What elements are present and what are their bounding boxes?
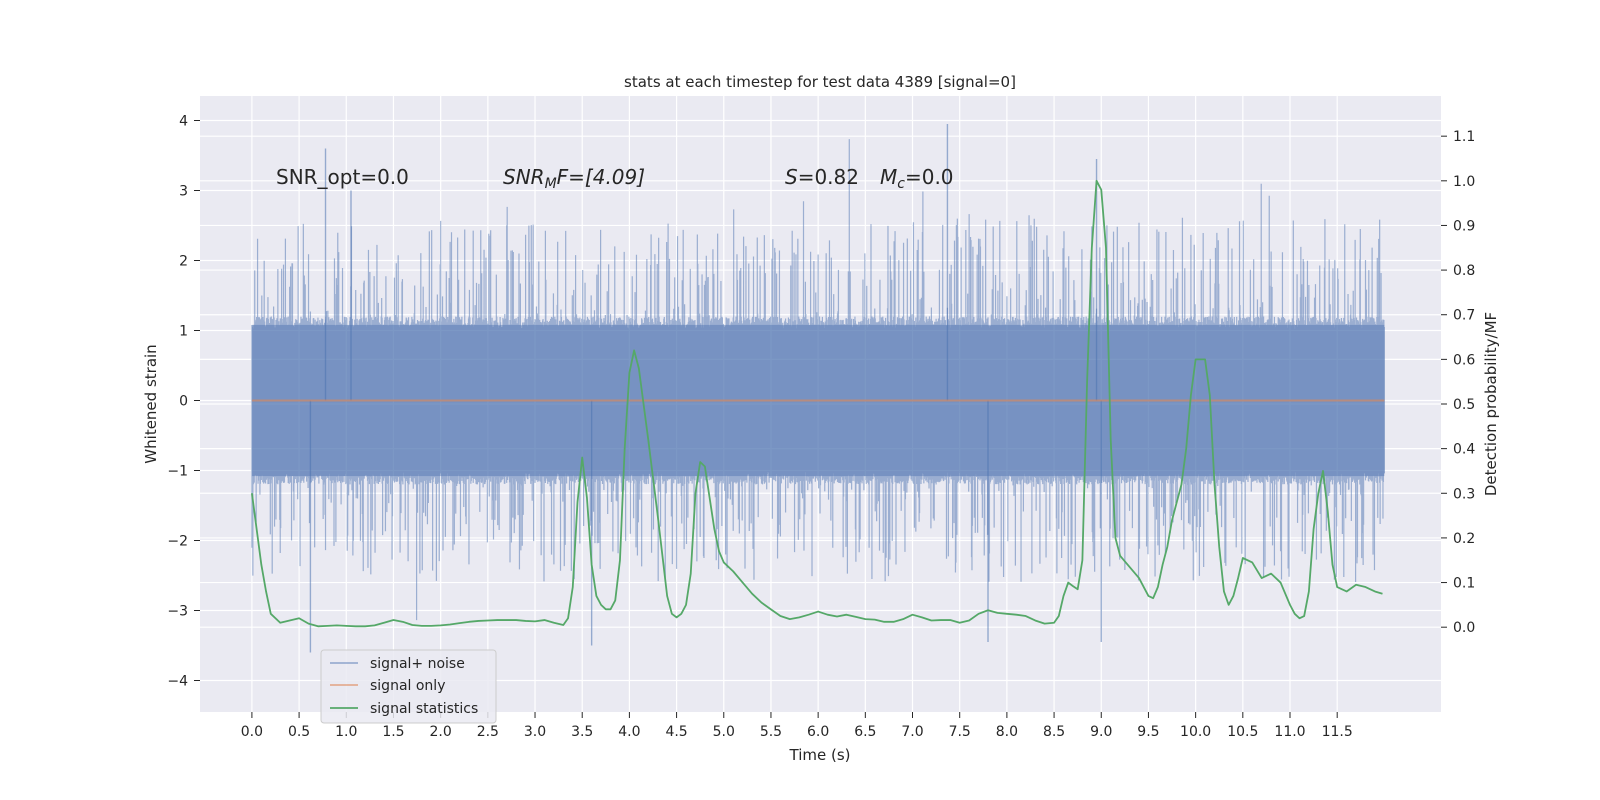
y-right-tick-label: 0.0: [1453, 620, 1475, 636]
x-tick-label: 11.5: [1322, 724, 1353, 740]
annotation-snr-mf-rest: F=[4.09]: [557, 165, 645, 189]
x-tick-label: 0.5: [288, 724, 310, 740]
y-axis-right-ticks: 0.0 0.1 0.2 0.3 0.4 0.5 0.6 0.7 0.8 0.9 1.0 1.1: [1441, 129, 1475, 636]
x-tick-label: 7.5: [949, 724, 971, 740]
annotation-s-main: S: [785, 165, 798, 189]
y-right-tick-label: 0.6: [1453, 352, 1475, 368]
y-left-tick-label: −3: [167, 604, 188, 620]
annotation-snr-mf: SNRMF=[4.09]: [503, 165, 645, 192]
y-axis-right-label: Detection probability/MF: [1482, 312, 1500, 496]
y-right-tick-label: 0.7: [1453, 308, 1475, 324]
series-signal-statistics: [251, 179, 1383, 628]
legend-box: [320, 649, 497, 724]
y-axis-left-ticks: −4 −3 −2 −1 0 1 2 3 4: [167, 114, 200, 690]
y-right-tick-label: 0.4: [1453, 442, 1475, 458]
x-tick-label: 1.0: [335, 724, 357, 740]
x-tick-label: 9.5: [1137, 724, 1159, 740]
x-tick-label: 2.0: [430, 724, 452, 740]
x-tick-label: 10.5: [1227, 724, 1258, 740]
y-left-tick-label: 2: [179, 254, 188, 270]
x-tick-label: 6.0: [807, 724, 829, 740]
annotation-snr-mf-sub: M: [545, 176, 557, 192]
y-right-tick-label: 0.9: [1453, 218, 1475, 234]
annotation-mc-main: M: [880, 165, 897, 189]
x-tick-label: 3.5: [571, 724, 593, 740]
annotation-s: S=0.82: [785, 165, 859, 189]
y-right-tick-label: 1.1: [1453, 129, 1475, 145]
x-tick-label: 2.5: [477, 724, 499, 740]
x-tick-label: 3.0: [524, 724, 546, 740]
y-left-tick-label: −1: [167, 464, 188, 480]
x-tick-label: 11.0: [1274, 724, 1305, 740]
legend: signal+ noise signal only signal statist…: [320, 649, 497, 724]
y-right-tick-label: 0.1: [1453, 576, 1475, 592]
y-right-tick-label: 0.5: [1453, 397, 1475, 413]
chart-title: stats at each timestep for test data 438…: [624, 73, 1016, 91]
x-tick-label: 1.5: [382, 724, 404, 740]
x-tick-label: 0.0: [241, 724, 263, 740]
x-tick-label: 6.5: [854, 724, 876, 740]
y-left-tick-label: −2: [167, 534, 188, 550]
y-right-tick-label: 0.3: [1453, 486, 1475, 502]
x-tick-label: 7.0: [901, 724, 923, 740]
y-right-tick-label: 0.8: [1453, 263, 1475, 279]
y-right-tick-label: 1.0: [1453, 174, 1475, 190]
legend-label-signal-statistics: signal statistics: [370, 701, 478, 717]
y-axis-left-label: Whitened strain: [142, 344, 160, 463]
x-tick-label: 8.5: [1043, 724, 1065, 740]
x-tick-label: 5.5: [760, 724, 782, 740]
x-tick-label: 4.0: [618, 724, 640, 740]
x-axis-label: Time (s): [789, 746, 851, 764]
y-left-tick-label: 0: [179, 394, 188, 410]
y-right-tick-label: 0.2: [1453, 531, 1475, 547]
annotation-mc-sub: c: [897, 176, 905, 192]
annotation-mc-rest: =0.0: [905, 165, 954, 189]
signal-statistics-line: [251, 179, 1383, 628]
x-tick-label: 8.0: [996, 724, 1018, 740]
annotation-snr-opt: SNR_opt=0.0: [276, 165, 409, 189]
annotation-s-rest: =0.82: [798, 165, 859, 189]
annotation-snr-mf-main: SNR: [503, 165, 545, 189]
x-axis-ticks: 0.0 0.5 1.0 1.5 2.0 2.5 3.0 3.5 4.0 4.5 5.0 5.5 6.0 6…: [241, 712, 1353, 740]
x-tick-label: 5.0: [713, 724, 735, 740]
x-tick-label: 9.0: [1090, 724, 1112, 740]
legend-label-signal-plus-noise: signal+ noise: [370, 656, 465, 672]
x-tick-label: 4.5: [665, 724, 687, 740]
y-left-tick-label: 4: [179, 114, 188, 130]
legend-label-signal-only: signal only: [370, 678, 445, 694]
x-tick-label: 10.0: [1180, 724, 1211, 740]
annotation-mc: Mc=0.0: [880, 165, 954, 192]
y-left-tick-label: −4: [167, 674, 188, 690]
y-left-tick-label: 3: [179, 184, 188, 200]
y-left-tick-label: 1: [179, 324, 188, 340]
